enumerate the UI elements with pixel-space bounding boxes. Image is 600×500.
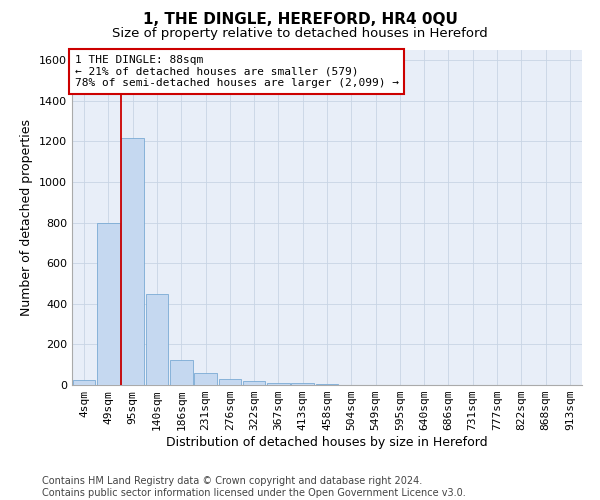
Bar — [292, 383, 314, 385]
Bar — [121, 138, 144, 385]
Bar — [170, 360, 193, 385]
Bar — [97, 222, 120, 385]
Text: Contains HM Land Registry data © Crown copyright and database right 2024.
Contai: Contains HM Land Registry data © Crown c… — [42, 476, 466, 498]
Bar — [194, 373, 217, 385]
Text: 1 THE DINGLE: 88sqm
← 21% of detached houses are smaller (579)
78% of semi-detac: 1 THE DINGLE: 88sqm ← 21% of detached ho… — [74, 55, 398, 88]
Bar — [73, 380, 95, 385]
Bar — [146, 294, 168, 385]
Bar — [267, 382, 290, 385]
Text: Size of property relative to detached houses in Hereford: Size of property relative to detached ho… — [112, 28, 488, 40]
Text: 1, THE DINGLE, HEREFORD, HR4 0QU: 1, THE DINGLE, HEREFORD, HR4 0QU — [143, 12, 457, 28]
X-axis label: Distribution of detached houses by size in Hereford: Distribution of detached houses by size … — [166, 436, 488, 449]
Bar — [243, 382, 265, 385]
Bar — [218, 380, 241, 385]
Bar — [316, 384, 338, 385]
Y-axis label: Number of detached properties: Number of detached properties — [20, 119, 34, 316]
